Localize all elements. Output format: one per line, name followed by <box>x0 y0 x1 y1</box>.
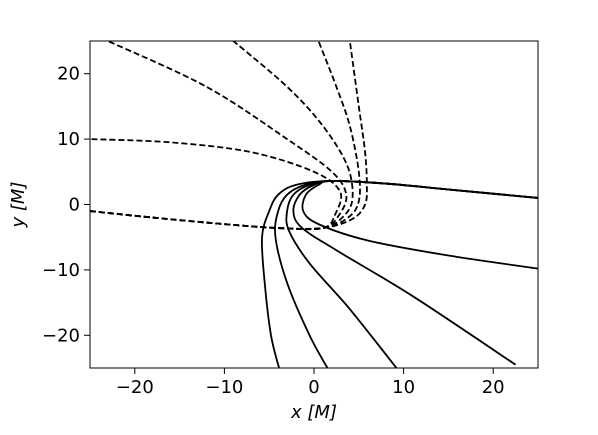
solid-trajectory-10 <box>301 180 538 270</box>
y-tick-label: 10 <box>57 129 80 150</box>
dashed-trajectory-2 <box>90 41 361 230</box>
y-tick-label: 20 <box>57 64 80 85</box>
series-layer <box>90 41 538 368</box>
x-tick-label: 20 <box>482 377 505 398</box>
x-tick-label: −20 <box>116 377 154 398</box>
dashed-trajectory-5 <box>90 138 343 231</box>
dashed-trajectory-1 <box>90 41 368 230</box>
solid-trajectory-7 <box>274 180 538 368</box>
dashed-trajectory-4 <box>90 41 348 231</box>
y-axis-label: y [M] <box>8 182 29 229</box>
y-tick-label: −10 <box>42 260 80 281</box>
y-tick-label: −20 <box>42 325 80 346</box>
x-tick-label: 0 <box>308 377 319 398</box>
plot-frame <box>89 40 539 369</box>
solid-trajectory-8 <box>285 180 538 368</box>
solid-trajectory-9 <box>292 180 538 366</box>
x-tick-label: 10 <box>392 377 415 398</box>
dashed-trajectory-3 <box>90 41 354 230</box>
ticks-layer: −20 −10 0 10 20 −20 −10 0 10 20 <box>42 64 505 398</box>
x-axis-label: x [M] <box>290 402 337 423</box>
x-tick-label: −10 <box>205 377 243 398</box>
y-tick-label: 0 <box>69 195 80 216</box>
